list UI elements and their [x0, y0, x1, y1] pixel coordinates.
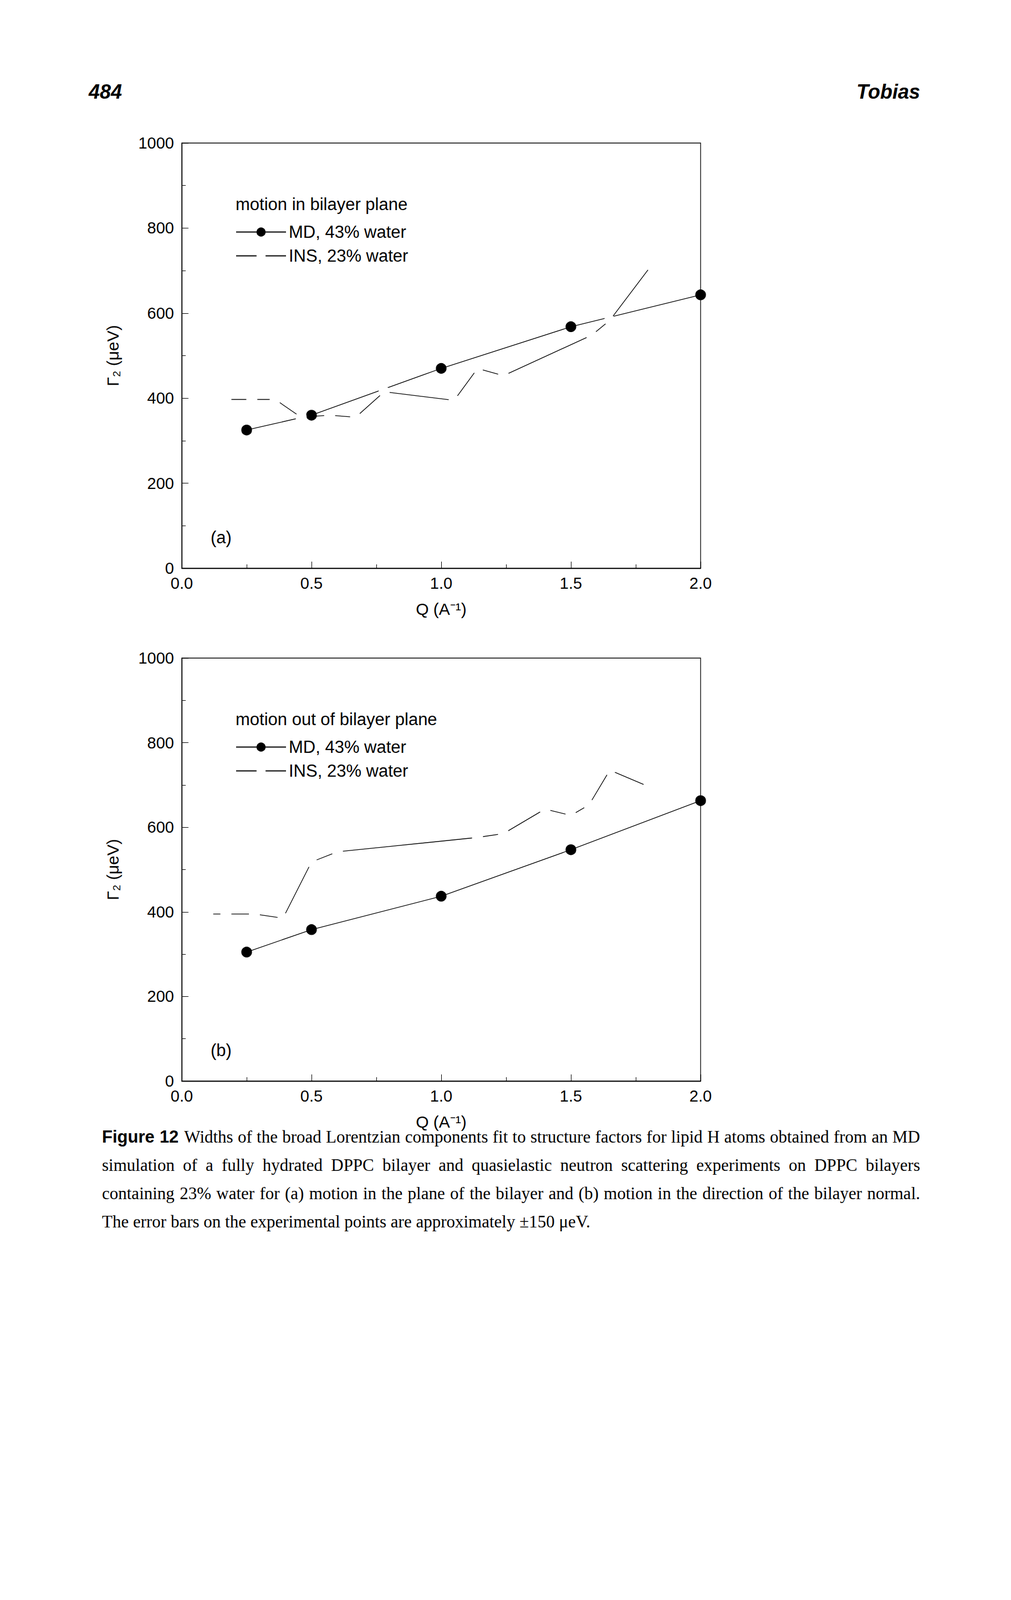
svg-text:0.0: 0.0 — [170, 1086, 193, 1105]
svg-text:(b): (b) — [210, 1040, 232, 1060]
svg-text:INS, 23% water: INS, 23% water — [288, 761, 408, 781]
svg-text:200: 200 — [147, 987, 175, 1005]
svg-text:0.5: 0.5 — [300, 574, 323, 592]
svg-text:Γ₂ (μeV): Γ₂ (μeV) — [103, 838, 122, 900]
svg-text:0: 0 — [165, 1071, 175, 1090]
svg-text:800: 800 — [147, 218, 175, 237]
svg-text:Q (A⁻¹): Q (A⁻¹) — [415, 599, 467, 619]
svg-text:1.0: 1.0 — [430, 1086, 453, 1105]
svg-text:600: 600 — [147, 304, 175, 323]
svg-text:400: 400 — [147, 902, 175, 921]
svg-text:0: 0 — [165, 559, 175, 578]
html-text:484: 484 — [88, 80, 122, 104]
svg-text:MD, 43% water: MD, 43% water — [288, 737, 407, 757]
svg-text:600: 600 — [147, 818, 175, 836]
svg-text:0.5: 0.5 — [300, 1086, 323, 1105]
svg-text:1.5: 1.5 — [559, 1086, 582, 1105]
html-text:Figure 12 Widths of the broad: Figure 12 Widths of the broad Lorentzian… — [101, 1126, 921, 1232]
svg-text:800: 800 — [147, 733, 175, 752]
html-text:Tobias: Tobias — [856, 80, 921, 104]
svg-text:1.0: 1.0 — [430, 574, 453, 592]
svg-text:200: 200 — [147, 474, 175, 493]
svg-text:2.0: 2.0 — [689, 574, 712, 592]
svg-text:(a): (a) — [210, 527, 232, 548]
svg-text:1000: 1000 — [138, 134, 175, 152]
svg-text:0.0: 0.0 — [170, 574, 193, 592]
svg-text:MD, 43% water: MD, 43% water — [288, 222, 407, 242]
svg-text:1000: 1000 — [138, 649, 175, 667]
svg-text:motion out of bilayer plane: motion out of bilayer plane — [235, 709, 438, 729]
svg-text:2.0: 2.0 — [689, 1086, 712, 1105]
svg-text:Γ₂ (μeV): Γ₂ (μeV) — [103, 324, 122, 386]
svg-text:400: 400 — [147, 389, 175, 407]
svg-text:Q (A⁻¹): Q (A⁻¹) — [415, 1112, 467, 1131]
svg-text:INS, 23% water: INS, 23% water — [288, 246, 408, 266]
svg-text:1.5: 1.5 — [559, 574, 582, 592]
svg-text:motion in bilayer plane: motion in bilayer plane — [235, 194, 408, 214]
